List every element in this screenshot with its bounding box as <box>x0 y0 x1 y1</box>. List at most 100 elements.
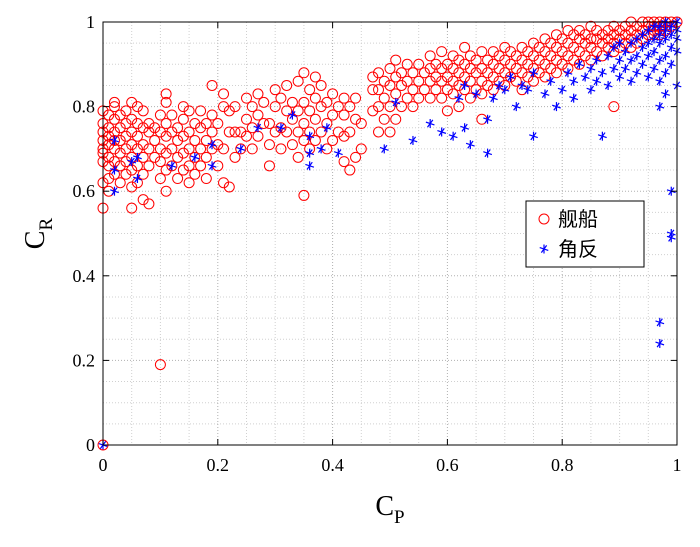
asterisk-point <box>592 76 602 86</box>
circle-point <box>183 105 195 117</box>
asterisk-point <box>626 38 636 48</box>
circle-point <box>476 75 488 87</box>
asterisk-point <box>655 338 665 348</box>
circle-point <box>573 24 585 36</box>
circle-point <box>160 88 172 100</box>
circle-point <box>103 160 115 172</box>
circle-point <box>568 41 580 53</box>
circle-point <box>309 113 321 125</box>
circle-point <box>126 181 138 193</box>
circle-point <box>505 71 517 83</box>
data-points <box>97 16 683 451</box>
circle-point <box>487 58 499 70</box>
circle-point <box>619 29 631 41</box>
circle-point <box>493 50 505 62</box>
circle-point <box>327 109 339 121</box>
circle-point <box>464 92 476 104</box>
circle-point <box>384 79 396 91</box>
circle-point <box>591 33 603 45</box>
circle-point <box>499 54 511 66</box>
circle-point <box>395 101 407 113</box>
y-tick-label: 0.4 <box>73 266 96 286</box>
circle-point <box>189 151 201 163</box>
circle-point <box>166 126 178 138</box>
legend-marker-circle <box>538 213 550 225</box>
circle-point <box>114 109 126 121</box>
asterisk-point <box>322 123 332 133</box>
circle-point <box>579 29 591 41</box>
circle-point <box>453 67 465 79</box>
asterisk-point <box>287 110 297 120</box>
circle-point <box>120 118 132 130</box>
x-tick-label: 0.4 <box>321 455 344 475</box>
circle-point <box>608 29 620 41</box>
asterisk-point <box>506 72 516 82</box>
asterisk-point <box>649 47 659 57</box>
circle-point <box>126 96 138 108</box>
circle-point <box>195 122 207 134</box>
circle-point <box>200 118 212 130</box>
asterisk-point <box>655 317 665 327</box>
asterisk-point <box>661 51 670 61</box>
x-tick-label: 1 <box>673 455 682 475</box>
asterisk-point <box>110 186 119 196</box>
circle-point <box>585 33 597 45</box>
circle-point <box>545 37 557 49</box>
circle-point <box>200 151 212 163</box>
asterisk-point <box>638 59 648 69</box>
circle-point <box>269 126 281 138</box>
circle-point <box>344 101 356 113</box>
circle-point <box>304 105 316 117</box>
circle-point <box>229 151 241 163</box>
x-tick-label: 0.2 <box>207 455 230 475</box>
circle-point <box>625 24 637 36</box>
asterisk-point <box>408 135 418 145</box>
circle-point <box>384 63 396 75</box>
circle-point <box>407 67 419 79</box>
circle-point <box>373 67 385 79</box>
x-tick-label: 0 <box>99 455 108 475</box>
asterisk-point <box>190 152 200 162</box>
asterisk-point <box>511 102 521 112</box>
circle-point <box>160 118 172 130</box>
circle-point <box>373 126 385 138</box>
circle-point <box>545 50 557 62</box>
circle-point <box>579 37 591 49</box>
circle-point <box>464 50 476 62</box>
circle-point <box>172 173 184 185</box>
circle-point <box>436 75 448 87</box>
circle-point <box>137 194 149 206</box>
circle-point <box>441 71 453 83</box>
circle-point <box>137 122 149 134</box>
asterisk-point <box>620 64 630 74</box>
circle-point <box>510 75 522 87</box>
circle-point <box>395 67 407 79</box>
circle-point <box>229 126 241 138</box>
asterisk-point <box>649 34 659 44</box>
circle-point <box>120 105 132 117</box>
circle-point <box>200 173 212 185</box>
asterisk-point <box>597 131 607 141</box>
circle-point <box>482 67 494 79</box>
asterisk-point <box>127 157 137 167</box>
circle-point <box>516 67 528 79</box>
circle-point <box>499 41 511 53</box>
asterisk-point <box>236 144 246 154</box>
circle-point <box>131 130 143 142</box>
asterisk-point <box>655 102 665 112</box>
circle-point <box>189 168 201 180</box>
circle-point <box>585 41 597 53</box>
circle-point <box>114 160 126 172</box>
legend-label: 舰船 <box>558 207 598 231</box>
circle-point <box>137 105 149 117</box>
asterisk-point <box>638 30 648 40</box>
circle-point <box>131 118 143 130</box>
circle-point <box>269 101 281 113</box>
circle-point <box>407 84 419 96</box>
circle-point <box>591 24 603 36</box>
circle-point <box>619 20 631 32</box>
circle-point <box>304 84 316 96</box>
circle-point <box>154 143 166 155</box>
circle-point <box>327 134 339 146</box>
